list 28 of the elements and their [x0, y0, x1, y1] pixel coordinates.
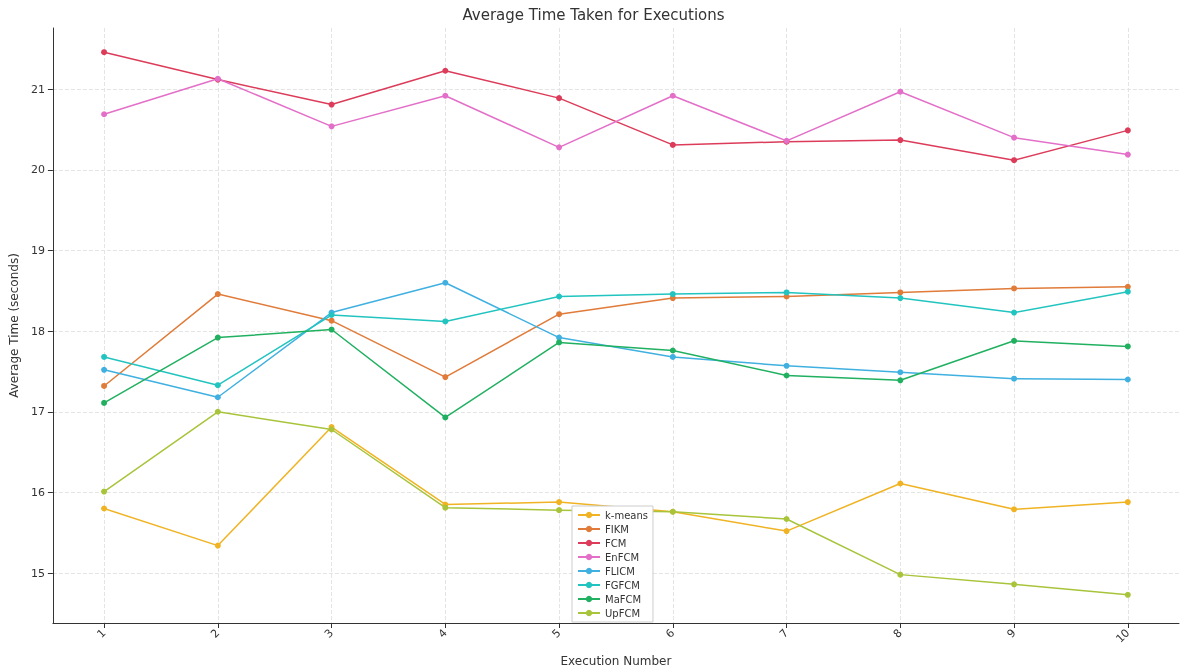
x-axis-title: Execution Number	[560, 654, 672, 668]
x-tick-label: 9	[1004, 626, 1019, 641]
x-tick-label: 1	[94, 626, 109, 641]
y-tick-label: 20	[30, 163, 45, 177]
x-tick-label: 2	[208, 626, 223, 641]
y-tick-label: 16	[30, 485, 45, 499]
chart-title: Average Time Taken for Executions	[462, 5, 725, 24]
legend-label: FGFCM	[605, 579, 640, 591]
x-tick-label: 6	[663, 626, 678, 641]
y-tick-label: 21	[30, 82, 45, 96]
x-tick-label: 5	[549, 626, 564, 641]
legend-label: FCM	[605, 537, 627, 549]
y-tick-label: 18	[30, 324, 45, 338]
x-tick-label: 3	[322, 626, 337, 641]
legend-label: FLICM	[605, 565, 635, 577]
legend-label: k-means	[605, 509, 648, 521]
legend-label: UpFCM	[605, 607, 641, 619]
x-tick-label: 10	[1113, 626, 1133, 646]
y-axis-title: Average Time (seconds)	[7, 253, 21, 398]
y-tick-label: 19	[30, 244, 45, 258]
legend-label: EnFCM	[605, 551, 640, 563]
x-tick-label: 7	[777, 626, 792, 641]
x-tick-label: 4	[435, 626, 450, 641]
legend-label: FIKM	[605, 523, 629, 535]
y-tick-label: 15	[30, 566, 45, 580]
legend-label: MaFCM	[605, 593, 642, 605]
x-tick-label: 8	[890, 626, 905, 641]
y-tick-label: 17	[30, 405, 45, 419]
